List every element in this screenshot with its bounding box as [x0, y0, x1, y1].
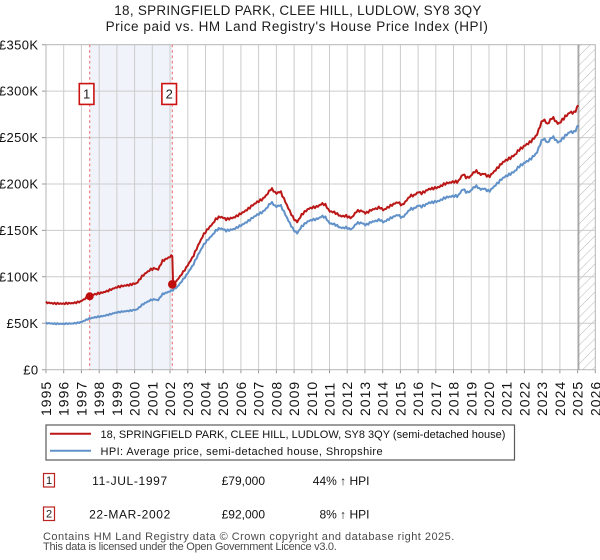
svg-text:2014: 2014 [375, 381, 391, 416]
svg-text:2002: 2002 [162, 381, 178, 416]
svg-text:1: 1 [83, 87, 90, 102]
svg-text:2: 2 [166, 87, 173, 102]
svg-text:£79,000: £79,000 [222, 474, 266, 488]
svg-text:Contains HM Land Registry data: Contains HM Land Registry data © Crown c… [43, 531, 455, 543]
svg-text:£200K: £200K [0, 177, 39, 192]
svg-text:2018: 2018 [446, 381, 462, 416]
svg-text:2026: 2026 [587, 381, 600, 416]
svg-text:This data is licensed under th: This data is licensed under the Open Gov… [43, 541, 337, 553]
svg-text:Price paid vs. HM Land Registr: Price paid vs. HM Land Registry's House … [106, 19, 489, 34]
svg-text:2015: 2015 [392, 381, 408, 416]
svg-text:44% ↑ HPI: 44% ↑ HPI [313, 474, 370, 488]
svg-text:HPI: Average price, semi-detac: HPI: Average price, semi-detached house,… [101, 446, 384, 458]
svg-text:£350K: £350K [0, 37, 39, 52]
svg-text:18, SPRINGFIELD PARK, CLEE HIL: 18, SPRINGFIELD PARK, CLEE HILL, LUDLOW,… [114, 3, 481, 18]
svg-text:2022: 2022 [516, 381, 532, 416]
svg-text:1995: 1995 [38, 381, 54, 416]
svg-text:2008: 2008 [268, 381, 284, 416]
svg-text:18, SPRINGFIELD PARK, CLEE HIL: 18, SPRINGFIELD PARK, CLEE HILL, LUDLOW,… [101, 429, 506, 441]
svg-text:2006: 2006 [233, 381, 249, 416]
svg-text:£300K: £300K [0, 84, 39, 99]
svg-text:2005: 2005 [215, 381, 231, 416]
svg-text:2023: 2023 [534, 381, 550, 416]
svg-text:1996: 1996 [56, 381, 72, 416]
svg-text:1997: 1997 [73, 381, 89, 416]
svg-text:2024: 2024 [552, 381, 568, 416]
svg-text:2016: 2016 [410, 381, 426, 416]
svg-text:2010: 2010 [304, 381, 320, 416]
svg-text:£150K: £150K [0, 223, 39, 238]
svg-text:8% ↑ HPI: 8% ↑ HPI [319, 508, 369, 522]
svg-text:2012: 2012 [339, 381, 355, 416]
svg-text:1998: 1998 [91, 381, 107, 416]
svg-text:2021: 2021 [499, 381, 515, 416]
svg-text:£100K: £100K [0, 269, 39, 284]
svg-text:2025: 2025 [570, 381, 586, 416]
svg-text:2020: 2020 [481, 381, 497, 416]
svg-text:2001: 2001 [144, 381, 160, 416]
svg-text:2019: 2019 [463, 381, 479, 416]
svg-text:2013: 2013 [357, 381, 373, 416]
svg-text:1999: 1999 [109, 381, 125, 416]
svg-text:22-MAR-2002: 22-MAR-2002 [89, 508, 171, 522]
svg-text:£92,000: £92,000 [222, 508, 266, 522]
svg-text:11-JUL-1997: 11-JUL-1997 [92, 474, 168, 488]
svg-text:2017: 2017 [428, 381, 444, 416]
svg-text:£50K: £50K [7, 316, 39, 331]
svg-text:2003: 2003 [180, 381, 196, 416]
svg-text:2011: 2011 [322, 382, 338, 416]
svg-text:2004: 2004 [198, 381, 214, 416]
svg-text:£0: £0 [23, 362, 38, 377]
svg-text:1: 1 [46, 475, 52, 487]
svg-text:2009: 2009 [286, 381, 302, 416]
svg-text:2: 2 [46, 509, 52, 521]
svg-text:2007: 2007 [251, 381, 267, 416]
svg-text:2000: 2000 [127, 381, 143, 416]
svg-text:£250K: £250K [0, 130, 39, 145]
